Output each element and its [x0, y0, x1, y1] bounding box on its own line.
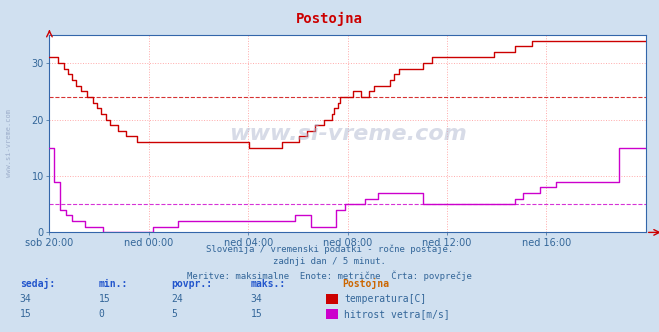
- Text: 34: 34: [250, 294, 262, 304]
- Text: 15: 15: [250, 309, 262, 319]
- Text: hitrost vetra[m/s]: hitrost vetra[m/s]: [344, 309, 449, 319]
- Text: Postojna: Postojna: [296, 12, 363, 26]
- Text: 5: 5: [171, 309, 177, 319]
- Text: 15: 15: [20, 309, 32, 319]
- Text: zadnji dan / 5 minut.: zadnji dan / 5 minut.: [273, 257, 386, 266]
- Text: 34: 34: [20, 294, 32, 304]
- Text: povpr.:: povpr.:: [171, 279, 212, 289]
- Text: Slovenija / vremenski podatki - ročne postaje.: Slovenija / vremenski podatki - ročne po…: [206, 244, 453, 254]
- Text: 15: 15: [99, 294, 111, 304]
- Text: Meritve: maksimalne  Enote: metrične  Črta: povprečje: Meritve: maksimalne Enote: metrične Črta…: [187, 271, 472, 281]
- Text: www.si-vreme.com: www.si-vreme.com: [5, 109, 12, 177]
- Text: maks.:: maks.:: [250, 279, 285, 289]
- Text: temperatura[C]: temperatura[C]: [344, 294, 426, 304]
- Text: Postojna: Postojna: [343, 278, 389, 289]
- Text: 0: 0: [99, 309, 105, 319]
- Text: 24: 24: [171, 294, 183, 304]
- Text: min.:: min.:: [99, 279, 129, 289]
- Text: www.si-vreme.com: www.si-vreme.com: [229, 124, 467, 144]
- Text: sedaj:: sedaj:: [20, 278, 55, 289]
